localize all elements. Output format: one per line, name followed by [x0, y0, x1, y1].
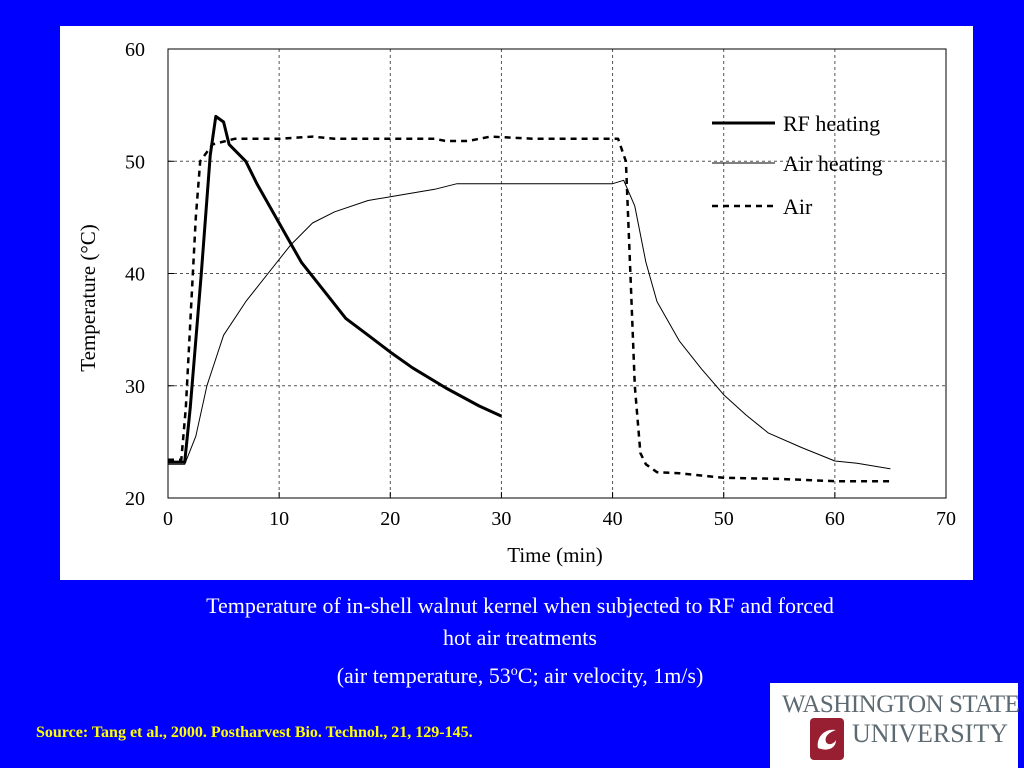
chart-panel: 0 10 20 30 40 50 60 70 20 30 40 50 60 RF heating Air … [60, 26, 973, 580]
x-tick-label: 30 [491, 508, 511, 530]
caption-line-3: (air temperature, 53oC; air velocity, 1m… [60, 656, 980, 692]
series-line-air [168, 135, 891, 483]
university-logo: WASHINGTON STATE UNIVERSITY [770, 683, 1020, 768]
caption-line-3-end: C; air velocity, 1m/s) [517, 663, 704, 688]
series-line-rf-heating [168, 114, 503, 464]
x-tick-label: 40 [603, 508, 623, 530]
legend-label-air-heating: Air heating [783, 151, 883, 176]
logo-wordmark-line-2: UNIVERSITY [852, 719, 1008, 748]
grid [168, 49, 946, 498]
caption-line-2: hot air treatments [443, 625, 597, 650]
x-tick-label: 0 [163, 508, 173, 530]
y-tick-label: 40 [125, 264, 145, 286]
degree-superscript: o [510, 664, 518, 679]
caption-line-1: Temperature of in-shell walnut kernel wh… [206, 593, 834, 618]
x-tick-label: 10 [269, 508, 289, 530]
x-tick-label: 70 [936, 508, 956, 530]
x-axis-label: Time (min) [507, 543, 602, 567]
x-tick-label: 50 [714, 508, 734, 530]
y-tick-label: 60 [125, 39, 145, 61]
x-tick-label: 60 [825, 508, 845, 530]
legend-label-rf-heating: RF heating [783, 111, 880, 136]
y-tick-label: 20 [125, 488, 145, 510]
source-citation: Source: Tang et al., 2000. Postharvest B… [36, 724, 473, 741]
series-lines [168, 114, 891, 483]
axes: 0 10 20 30 40 50 60 70 20 30 40 50 60 [125, 39, 956, 530]
line-chart: 0 10 20 30 40 50 60 70 20 30 40 50 60 RF heating Air … [76, 39, 956, 567]
y-axis-label: Temperature (°C) [76, 224, 100, 371]
y-tick-label: 50 [125, 151, 145, 173]
y-tick-label: 30 [125, 376, 145, 398]
x-tick-label: 20 [380, 508, 400, 530]
caption-line-3-start: (air temperature, 53 [336, 663, 511, 688]
legend-label-air: Air [783, 194, 813, 219]
series-line-air-heating [168, 179, 891, 470]
logo-wordmark-line-1: WASHINGTON STATE [782, 691, 1020, 718]
legend: RF heating Air heating Air [712, 111, 883, 219]
cougar-seal-icon [810, 718, 844, 760]
